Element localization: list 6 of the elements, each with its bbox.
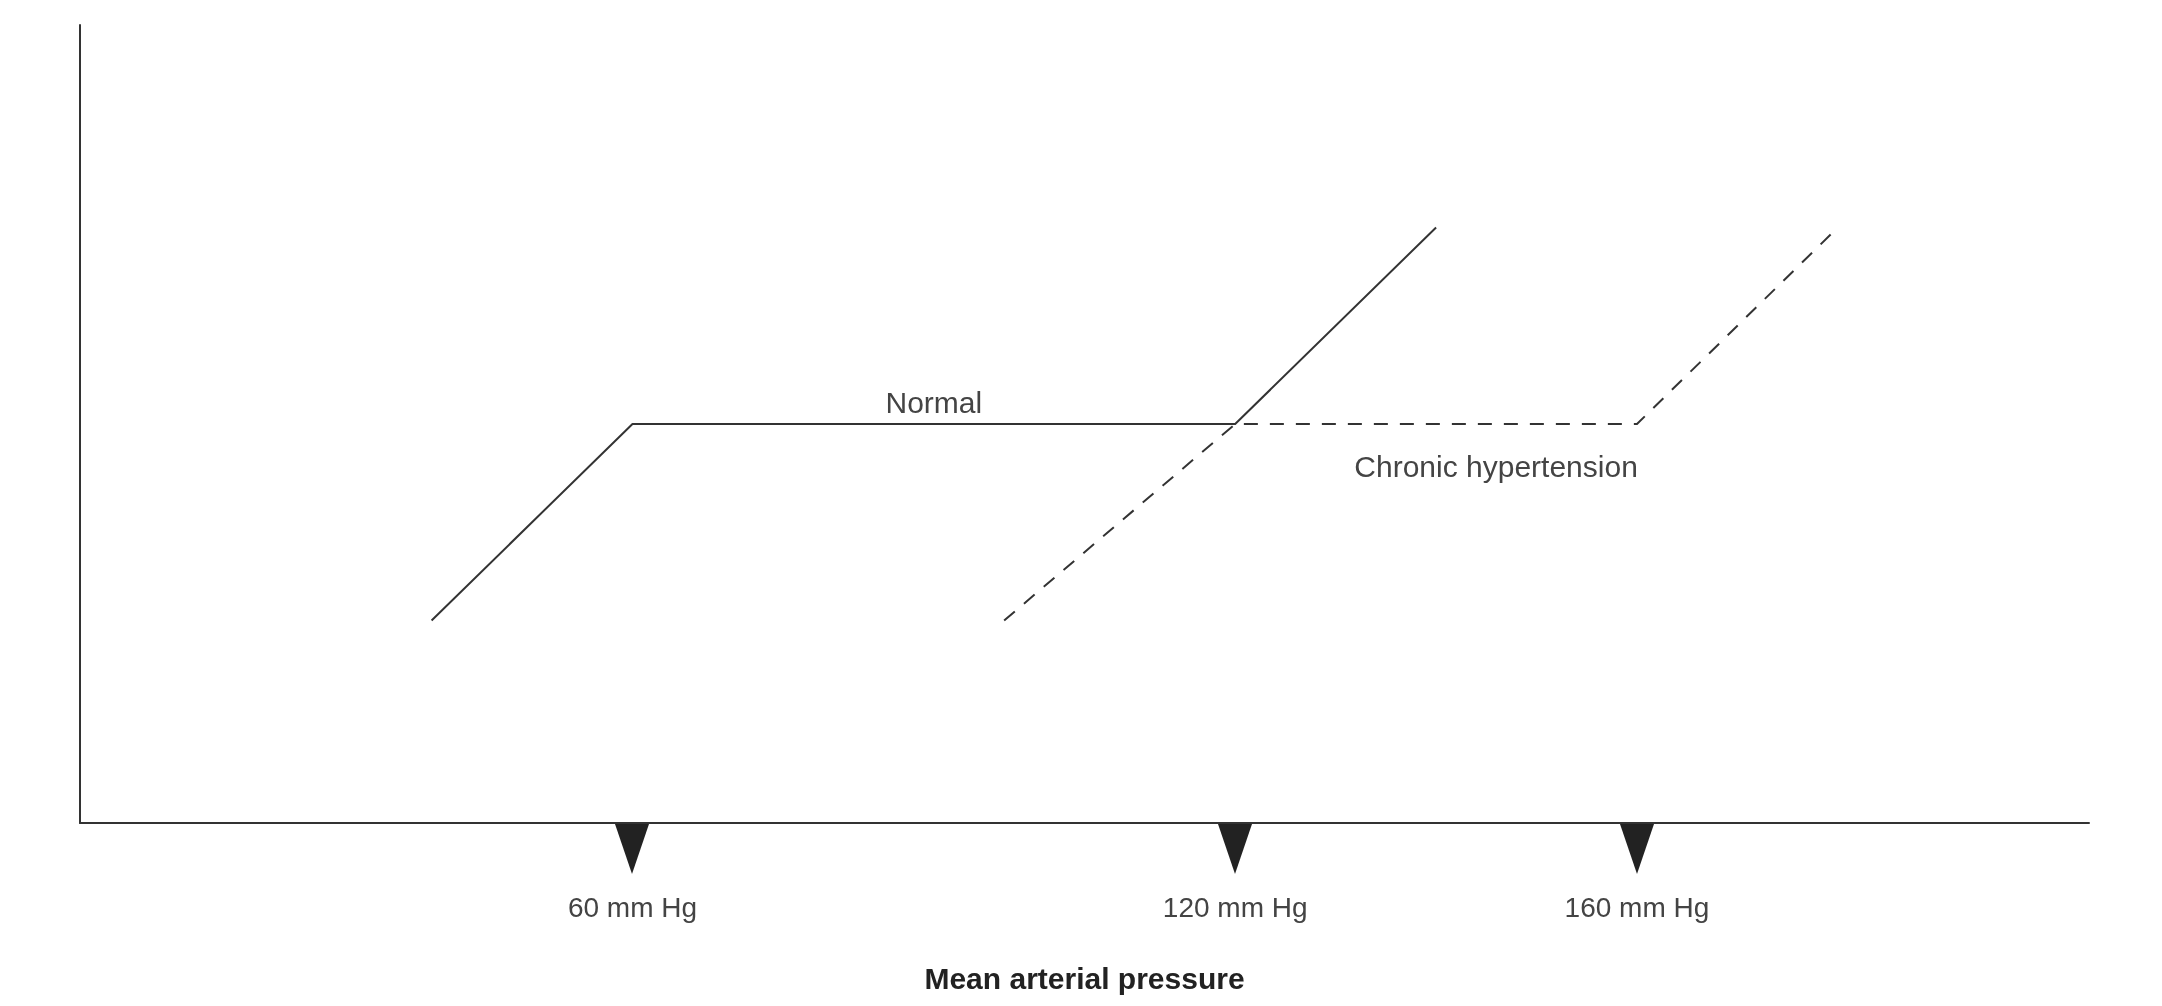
- series-label: Chronic hypertension: [1354, 449, 1638, 483]
- x-tick-label: 120 mm Hg: [1162, 891, 1308, 923]
- x-tick-label: 160 mm Hg: [1564, 891, 1710, 923]
- x-axis-title: Mean arterial pressure: [924, 961, 1245, 995]
- x-tick-label: 60 mm Hg: [567, 891, 698, 923]
- series-label: Normal: [885, 385, 983, 419]
